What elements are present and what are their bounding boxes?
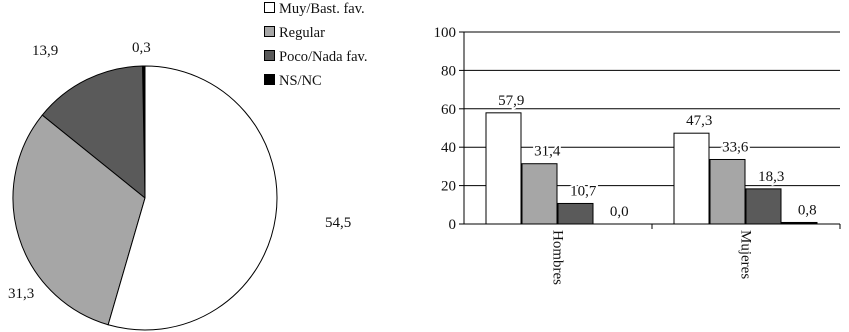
pie-value-label-muy-bast-fav: 54,5 [325, 215, 351, 231]
legend-label-regular: Regular [279, 25, 325, 41]
bar-value-label-hombres-muy-bast-fav: 57,9 [498, 93, 524, 109]
bar-hombres-muy-bast-fav [485, 112, 522, 225]
pie-slice-poco-nada-fav [41, 65, 146, 200]
bar-value-label-hombres-ns-nc: 0,0 [610, 204, 629, 220]
pie-chart: 54,5 31,3 13,9 0,3 [8, 40, 351, 331]
legend-label-muy-bast-fav: Muy/Bast. fav. [279, 1, 365, 17]
bar-mujeres-ns-nc [781, 221, 818, 225]
bar-value-label-hombres-poco-nada-fav: 10,7 [570, 183, 597, 199]
bar-hombres-regular [521, 163, 558, 225]
pie-value-label-ns-nc: 0,3 [132, 40, 151, 56]
bar-value-label-mujeres-regular: 33,6 [722, 139, 749, 155]
bar-value-label-hombres-regular: 31,4 [534, 144, 561, 160]
legend-swatch-regular [264, 26, 275, 37]
bar-value-label-mujeres-muy-bast-fav: 47,3 [686, 113, 712, 129]
y-tick-label-60: 60 [441, 102, 456, 118]
pie-value-label-poco-nada-fav: 13,9 [32, 43, 58, 59]
y-tick-label-0: 0 [449, 217, 457, 233]
bar-mujeres-poco-nada-fav [745, 188, 782, 225]
bar-mujeres-regular [709, 158, 746, 225]
legend-swatch-poco-nada-fav [264, 50, 275, 61]
bar-value-label-mujeres-poco-nada-fav: 18,3 [758, 169, 784, 185]
legend-swatch-muy-bast-fav [264, 2, 275, 13]
bar-value-label-mujeres-ns-nc: 0,8 [798, 202, 817, 218]
pie-slice-regular [12, 114, 146, 326]
legend-label-poco-nada-fav: Poco/Nada fav. [279, 49, 367, 65]
legend-label-ns-nc: NS/NC [279, 73, 322, 89]
pie-legend: Muy/Bast. fav. Regular Poco/Nada fav. NS/NC [264, 1, 367, 89]
bar-chart: 0 20 40 60 80 100 57,9 31,4 10,7 0,0 Hombres 47,3 33… [434, 25, 841, 285]
bar-mujeres-muy-bast-fav [673, 132, 710, 225]
x-category-label-mujeres: Mujeres [738, 230, 754, 279]
pie-slice-muy-bast-fav [107, 65, 278, 331]
x-category-label-hombres: Hombres [550, 230, 566, 285]
y-tick-label-80: 80 [441, 63, 456, 79]
pie-value-label-regular: 31,3 [8, 286, 34, 302]
legend-swatch-ns-nc [264, 74, 275, 85]
y-tick-label-40: 40 [441, 140, 456, 156]
y-tick-label-20: 20 [441, 179, 456, 195]
bar-hombres-poco-nada-fav [557, 202, 594, 225]
y-tick-label-100: 100 [434, 25, 457, 41]
